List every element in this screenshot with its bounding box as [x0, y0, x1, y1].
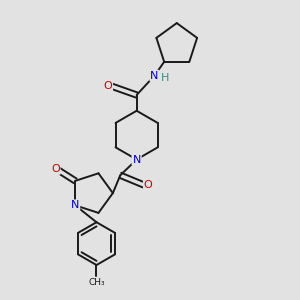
Text: O: O: [51, 164, 60, 174]
Text: O: O: [103, 81, 112, 91]
Text: O: O: [144, 180, 153, 190]
Text: N: N: [132, 154, 141, 164]
Text: N: N: [71, 200, 80, 210]
Text: CH₃: CH₃: [88, 278, 105, 287]
Text: N: N: [150, 71, 159, 81]
Text: H: H: [161, 73, 169, 83]
